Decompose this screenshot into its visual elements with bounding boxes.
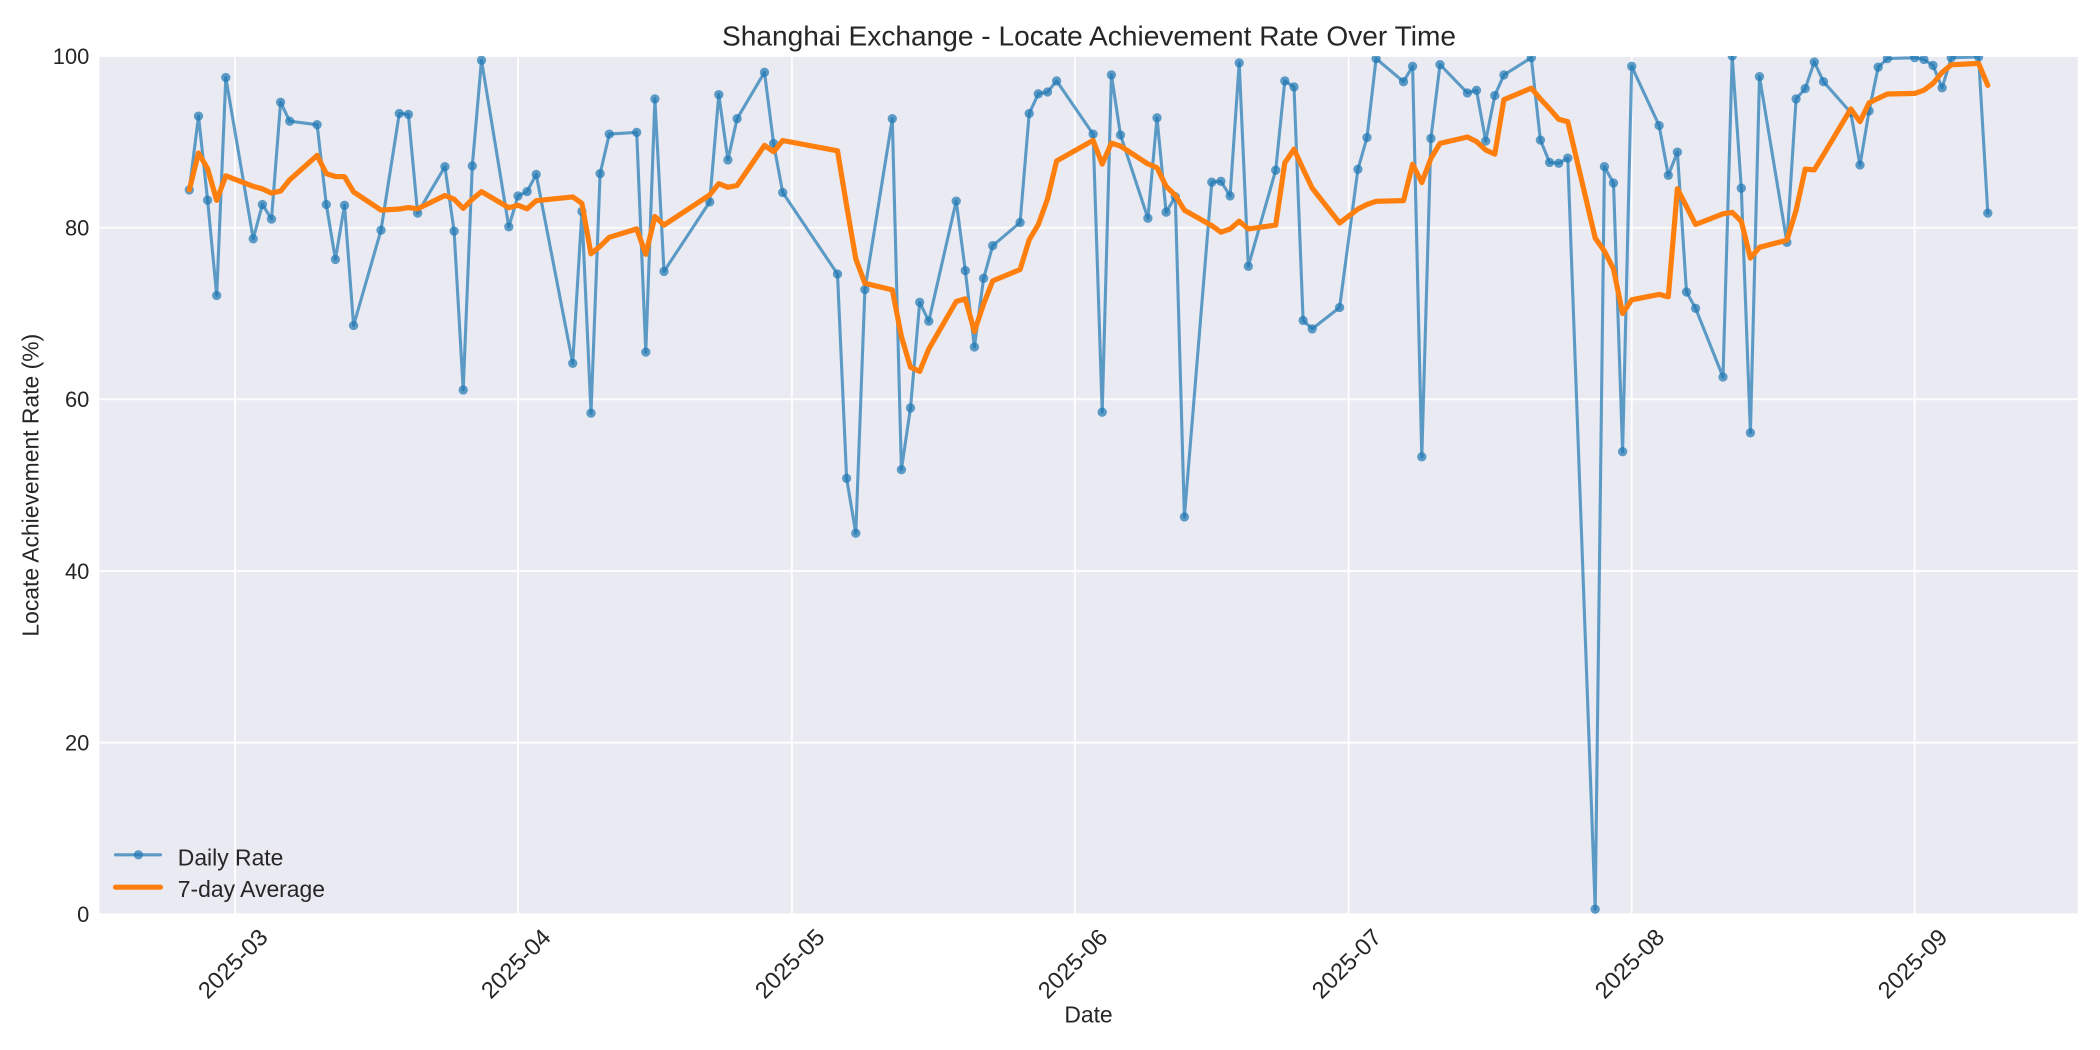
svg-text:Locate Achievement Rate (%): Locate Achievement Rate (%) [17,334,43,637]
svg-text:40: 40 [65,559,89,584]
svg-text:7-day Average: 7-day Average [178,876,325,902]
svg-text:0: 0 [77,902,89,927]
svg-text:100: 100 [53,44,90,69]
svg-text:Date: Date [1064,1002,1112,1028]
svg-text:Shanghai Exchange - Locate Ach: Shanghai Exchange - Locate Achievement R… [722,20,1456,51]
svg-text:20: 20 [65,731,89,756]
svg-text:60: 60 [65,387,89,412]
svg-text:Daily Rate: Daily Rate [178,845,284,871]
svg-text:80: 80 [65,216,89,241]
